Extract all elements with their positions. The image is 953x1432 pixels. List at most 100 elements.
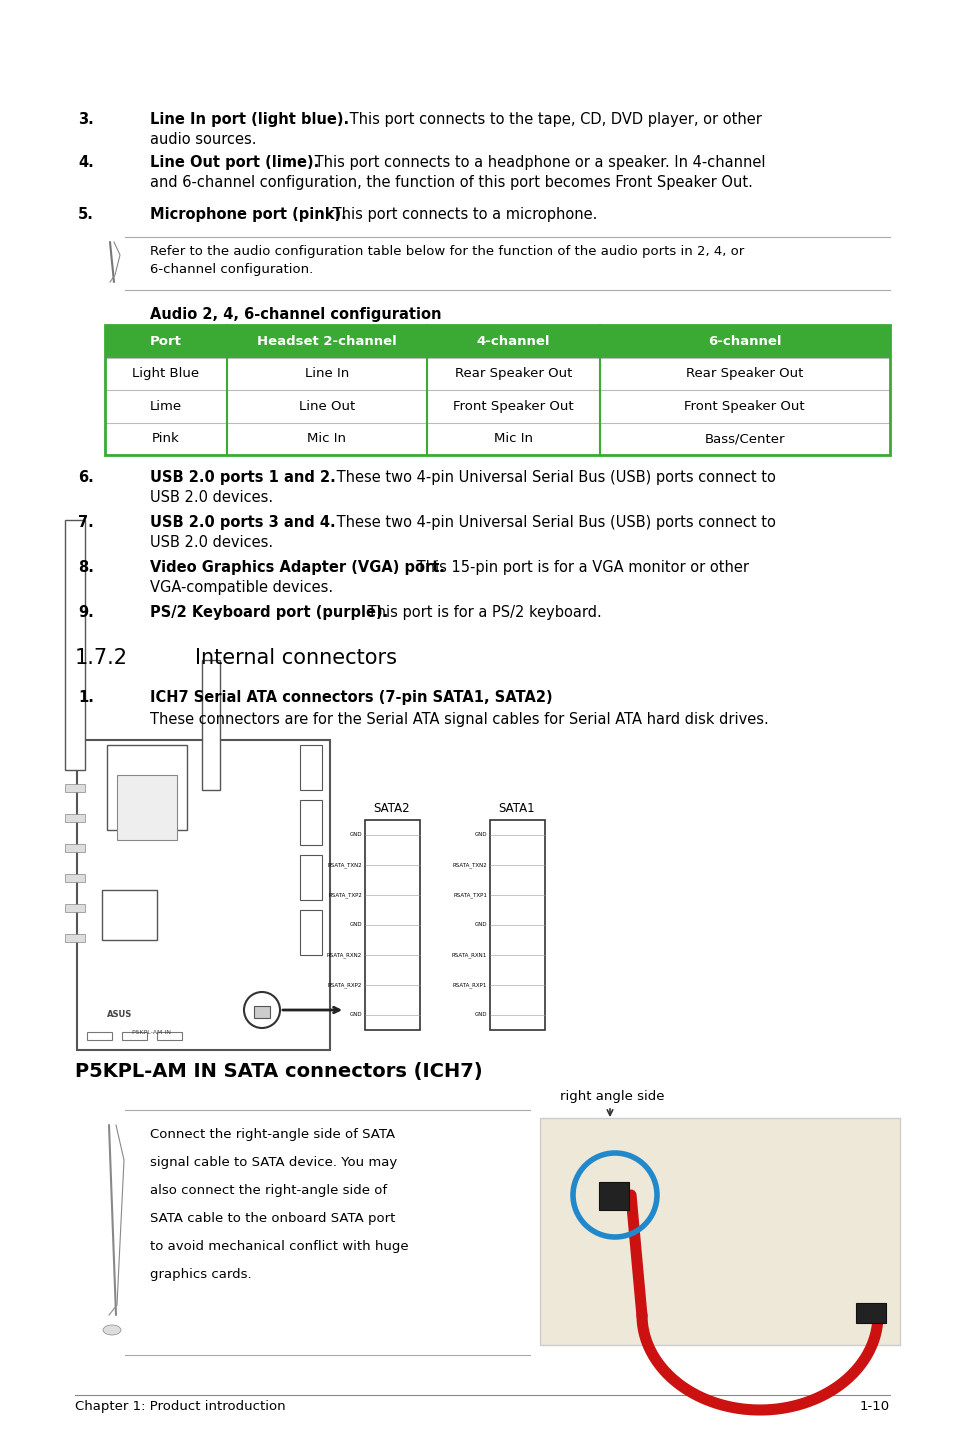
Text: 3.: 3.: [78, 112, 93, 127]
Bar: [65, 813, 85, 822]
Text: GND: GND: [349, 1012, 361, 1018]
Text: Bass/Center: Bass/Center: [703, 432, 784, 445]
Bar: [365, 821, 419, 1030]
Bar: [299, 745, 322, 790]
Text: USB 2.0 devices.: USB 2.0 devices.: [150, 536, 273, 550]
Bar: [65, 874, 85, 882]
Text: Line Out: Line Out: [298, 400, 355, 412]
Bar: [299, 909, 322, 955]
Bar: [65, 904, 85, 912]
Text: Light Blue: Light Blue: [132, 367, 199, 381]
Text: Front Speaker Out: Front Speaker Out: [683, 400, 804, 412]
Bar: [202, 660, 220, 790]
Bar: [490, 821, 544, 1030]
Text: RSATA_RXP2: RSATA_RXP2: [327, 982, 361, 988]
Text: graphics cards.: graphics cards.: [150, 1267, 252, 1282]
Text: SATA2: SATA2: [374, 802, 410, 815]
Text: GND: GND: [349, 922, 361, 928]
Text: This port connects to a headphone or a speaker. In 4-channel: This port connects to a headphone or a s…: [310, 155, 764, 170]
Text: audio sources.: audio sources.: [150, 132, 256, 147]
Text: RSATA_RXP1: RSATA_RXP1: [452, 982, 486, 988]
Text: 1-10: 1-10: [859, 1400, 889, 1413]
Text: Connect the right-angle side of SATA: Connect the right-angle side of SATA: [150, 1128, 395, 1141]
Ellipse shape: [103, 1325, 121, 1335]
Text: GND: GND: [474, 1012, 486, 1018]
Text: This 15-pin port is for a VGA monitor or other: This 15-pin port is for a VGA monitor or…: [412, 560, 748, 576]
Text: P5KPL-AM IN: P5KPL-AM IN: [132, 1030, 171, 1035]
Text: USB 2.0 ports 3 and 4.: USB 2.0 ports 3 and 4.: [150, 516, 335, 530]
Text: Video Graphics Adapter (VGA) port.: Video Graphics Adapter (VGA) port.: [150, 560, 444, 576]
Text: PS/2 Keyboard port (purple).: PS/2 Keyboard port (purple).: [150, 604, 388, 620]
Text: These two 4-pin Universal Serial Bus (USB) ports connect to: These two 4-pin Universal Serial Bus (US…: [332, 470, 775, 485]
Text: Mic In: Mic In: [494, 432, 532, 445]
Text: These connectors are for the Serial ATA signal cables for Serial ATA hard disk d: These connectors are for the Serial ATA …: [150, 712, 768, 727]
Text: 1.7.2: 1.7.2: [75, 649, 128, 667]
Text: ICH7 Serial ATA connectors (7-pin SATA1, SATA2): ICH7 Serial ATA connectors (7-pin SATA1,…: [150, 690, 552, 705]
Text: Internal connectors: Internal connectors: [194, 649, 396, 667]
Bar: [102, 891, 157, 939]
Text: USB 2.0 devices.: USB 2.0 devices.: [150, 490, 273, 505]
Bar: [65, 520, 85, 770]
Text: Refer to the audio configuration table below for the function of the audio ports: Refer to the audio configuration table b…: [150, 245, 743, 258]
Text: RSATA_TXP2: RSATA_TXP2: [328, 892, 361, 898]
Text: These two 4-pin Universal Serial Bus (USB) ports connect to: These two 4-pin Universal Serial Bus (US…: [332, 516, 775, 530]
Text: 8.: 8.: [78, 560, 93, 576]
Bar: [87, 1032, 112, 1040]
Text: Rear Speaker Out: Rear Speaker Out: [454, 367, 571, 381]
Bar: [77, 740, 330, 1050]
Text: RSATA_RXN1: RSATA_RXN1: [452, 952, 486, 958]
Bar: [299, 855, 322, 899]
Text: 6-channel configuration.: 6-channel configuration.: [150, 263, 313, 276]
Text: 4-channel: 4-channel: [476, 335, 549, 348]
Text: 7.: 7.: [78, 516, 93, 530]
Bar: [117, 775, 177, 841]
Text: RSATA_TXN2: RSATA_TXN2: [327, 862, 361, 868]
Bar: [855, 1303, 885, 1323]
Text: ASUS: ASUS: [107, 1010, 132, 1020]
Text: Port: Port: [150, 335, 182, 348]
Text: GND: GND: [349, 832, 361, 838]
Bar: [253, 1007, 270, 1018]
Text: 4.: 4.: [78, 155, 93, 170]
Text: 9.: 9.: [78, 604, 93, 620]
Text: SATA cable to the onboard SATA port: SATA cable to the onboard SATA port: [150, 1211, 395, 1224]
Text: also connect the right-angle side of: also connect the right-angle side of: [150, 1184, 387, 1197]
Text: Line In: Line In: [304, 367, 349, 381]
Text: RSATA_RXN2: RSATA_RXN2: [327, 952, 361, 958]
Text: Headset 2-channel: Headset 2-channel: [256, 335, 396, 348]
Text: Microphone port (pink).: Microphone port (pink).: [150, 208, 346, 222]
Text: This port connects to a microphone.: This port connects to a microphone.: [328, 208, 597, 222]
Bar: [105, 325, 889, 455]
Text: Pink: Pink: [152, 432, 179, 445]
Text: GND: GND: [474, 922, 486, 928]
Text: Lime: Lime: [150, 400, 182, 412]
Bar: [539, 1118, 899, 1345]
Bar: [122, 1032, 147, 1040]
Text: Audio 2, 4, 6-channel configuration: Audio 2, 4, 6-channel configuration: [150, 306, 441, 322]
Text: VGA-compatible devices.: VGA-compatible devices.: [150, 580, 333, 596]
Bar: [105, 325, 889, 358]
Text: 5.: 5.: [78, 208, 93, 222]
Bar: [65, 783, 85, 792]
Text: signal cable to SATA device. You may: signal cable to SATA device. You may: [150, 1156, 396, 1169]
Text: right angle side: right angle side: [559, 1090, 664, 1103]
Bar: [107, 745, 187, 831]
Text: and 6-channel configuration, the function of this port becomes Front Speaker Out: and 6-channel configuration, the functio…: [150, 175, 752, 190]
Bar: [157, 1032, 182, 1040]
Text: 6.: 6.: [78, 470, 93, 485]
Bar: [299, 800, 322, 845]
Text: This port is for a PS/2 keyboard.: This port is for a PS/2 keyboard.: [363, 604, 601, 620]
Text: SATA1: SATA1: [498, 802, 535, 815]
Bar: [598, 1181, 628, 1210]
Text: RSATA_TXP1: RSATA_TXP1: [453, 892, 486, 898]
Text: Rear Speaker Out: Rear Speaker Out: [685, 367, 802, 381]
Text: Chapter 1: Product introduction: Chapter 1: Product introduction: [75, 1400, 285, 1413]
Text: 1.: 1.: [78, 690, 93, 705]
Bar: [65, 843, 85, 852]
Text: Mic In: Mic In: [307, 432, 346, 445]
Text: GND: GND: [474, 832, 486, 838]
Text: to avoid mechanical conflict with huge: to avoid mechanical conflict with huge: [150, 1240, 408, 1253]
Text: 6-channel: 6-channel: [707, 335, 781, 348]
Text: Line In port (light blue).: Line In port (light blue).: [150, 112, 349, 127]
Text: P5KPL-AM IN SATA connectors (ICH7): P5KPL-AM IN SATA connectors (ICH7): [75, 1063, 482, 1081]
